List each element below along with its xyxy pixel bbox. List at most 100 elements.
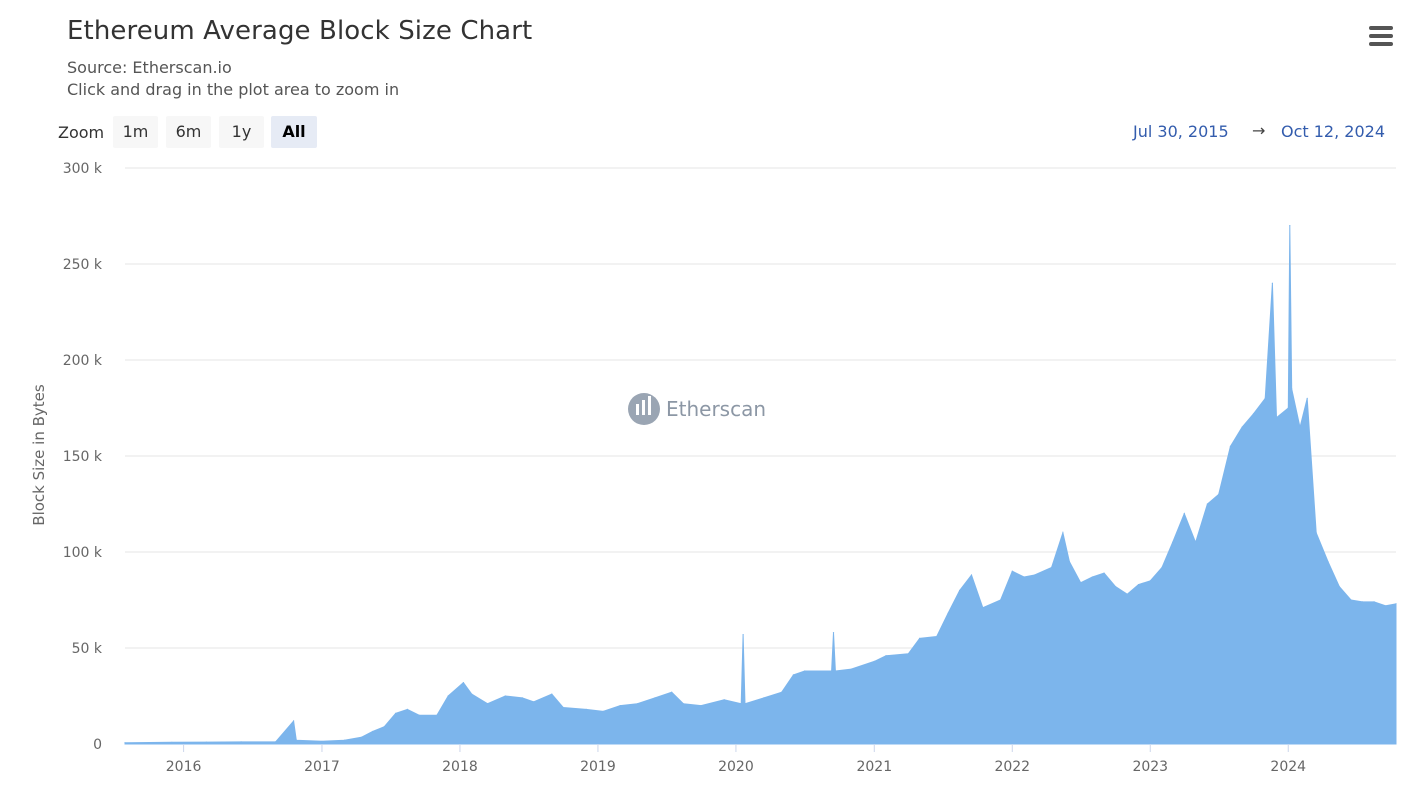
data-point — [723, 699, 725, 701]
y-tick-label: 200 k — [63, 353, 103, 369]
data-point — [1252, 413, 1255, 415]
x-tick-label: 2024 — [1270, 759, 1306, 775]
data-point — [447, 695, 449, 697]
zoom-6m-button[interactable]: 6m — [166, 116, 211, 148]
zoom-label: Zoom — [58, 123, 105, 142]
data-point — [1183, 513, 1185, 515]
data-point — [551, 693, 553, 695]
y-axis-ticks: 0 50 k 100 k 150 k 200 k 250 k 300 k — [63, 161, 103, 753]
range-arrow: → — [1252, 121, 1266, 140]
data-point — [744, 703, 746, 705]
data-point — [619, 705, 621, 707]
data-point — [321, 740, 323, 742]
data-point — [1080, 582, 1082, 584]
data-point — [585, 708, 587, 711]
data-point — [1229, 445, 1231, 447]
data-point — [1161, 566, 1163, 569]
data-point — [781, 691, 783, 693]
zoom-1y-button[interactable]: 1y — [219, 116, 264, 148]
data-point — [907, 653, 909, 655]
data-point — [383, 726, 385, 728]
zoom-1m-button[interactable]: 1m — [113, 116, 158, 148]
y-tick-label: 50 k — [72, 641, 103, 657]
data-point — [521, 697, 523, 699]
y-tick-label: 100 k — [63, 545, 103, 561]
zoom-all-button[interactable]: All — [271, 116, 317, 148]
data-point — [763, 697, 765, 699]
watermark-text: Etherscan — [666, 397, 766, 421]
data-point — [1023, 576, 1025, 578]
data-point — [602, 710, 604, 713]
data-point — [654, 697, 656, 699]
data-point — [124, 742, 126, 744]
hamburger-menu-icon[interactable] — [1366, 26, 1396, 52]
data-point — [742, 634, 744, 636]
data-point — [1114, 586, 1117, 588]
series-area — [124, 225, 1397, 745]
data-point — [395, 712, 397, 714]
y-tick-label: 0 — [93, 737, 102, 753]
data-point — [1315, 532, 1317, 534]
chart-source: Source: Etherscan.io — [67, 58, 232, 77]
data-point — [562, 706, 564, 709]
range-to-input[interactable]: Oct 12, 2024 — [1281, 122, 1385, 141]
data-point — [982, 607, 984, 609]
data-point — [1361, 601, 1363, 603]
data-point — [1241, 426, 1243, 428]
data-point — [1011, 570, 1013, 572]
data-point — [1338, 586, 1340, 588]
data-point — [804, 670, 806, 672]
x-tick-label: 2023 — [1132, 759, 1168, 775]
x-tick-label: 2019 — [580, 759, 616, 775]
data-point — [293, 720, 295, 722]
data-point — [1126, 593, 1128, 595]
data-point — [205, 741, 207, 743]
data-point — [1271, 282, 1273, 284]
data-point — [832, 632, 835, 634]
data-point — [1289, 225, 1291, 227]
data-point — [533, 701, 535, 703]
data-point — [831, 670, 833, 672]
data-point — [834, 670, 837, 672]
data-point — [740, 703, 742, 705]
data-point — [919, 637, 921, 640]
data-point — [970, 574, 973, 576]
data-point — [1034, 574, 1036, 576]
data-point — [792, 674, 795, 676]
data-point — [436, 714, 438, 716]
data-point — [471, 693, 473, 695]
data-point — [682, 703, 685, 705]
data-point — [1091, 576, 1093, 578]
data-point — [1137, 584, 1140, 586]
series-area-path — [124, 225, 1397, 745]
y-axis-title: Block Size in Bytes — [30, 384, 48, 526]
data-point — [1206, 503, 1208, 505]
data-point — [1051, 566, 1053, 569]
data-point — [850, 668, 852, 670]
data-point — [1103, 572, 1105, 574]
y-tick-label: 250 k — [63, 257, 103, 273]
chart-zoom-hint: Click and drag in the plot area to zoom … — [67, 80, 400, 99]
data-point — [343, 739, 345, 741]
data-point — [700, 705, 702, 707]
data-point — [1350, 599, 1352, 601]
data-point — [1385, 605, 1387, 607]
y-tick-label: 300 k — [63, 161, 103, 177]
x-tick-label: 2018 — [442, 759, 478, 775]
data-point — [1306, 397, 1308, 399]
y-tick-label: 150 k — [63, 449, 103, 465]
data-point — [1172, 541, 1174, 544]
data-point — [936, 635, 938, 638]
data-point — [406, 708, 408, 711]
data-point — [462, 682, 464, 684]
data-point — [504, 695, 506, 697]
range-from-input[interactable]: Jul 30, 2015 — [1133, 122, 1229, 141]
x-axis-ticks: 2016 2017 2018 2019 2020 2021 2022 2023 2024 — [166, 744, 1306, 775]
data-point — [240, 741, 242, 743]
data-point — [947, 612, 949, 615]
data-point — [1068, 561, 1070, 563]
x-tick-label: 2022 — [994, 759, 1030, 775]
data-point — [275, 741, 277, 743]
x-tick-label: 2017 — [304, 759, 340, 775]
